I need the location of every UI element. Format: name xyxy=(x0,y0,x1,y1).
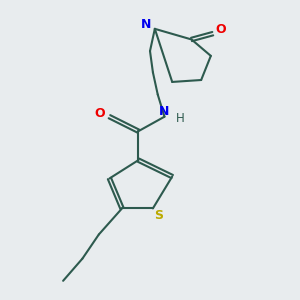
Text: H: H xyxy=(176,112,184,125)
Text: S: S xyxy=(154,209,163,222)
Text: O: O xyxy=(215,23,226,36)
Text: N: N xyxy=(159,105,170,119)
Text: N: N xyxy=(141,19,151,32)
Text: O: O xyxy=(94,107,105,120)
